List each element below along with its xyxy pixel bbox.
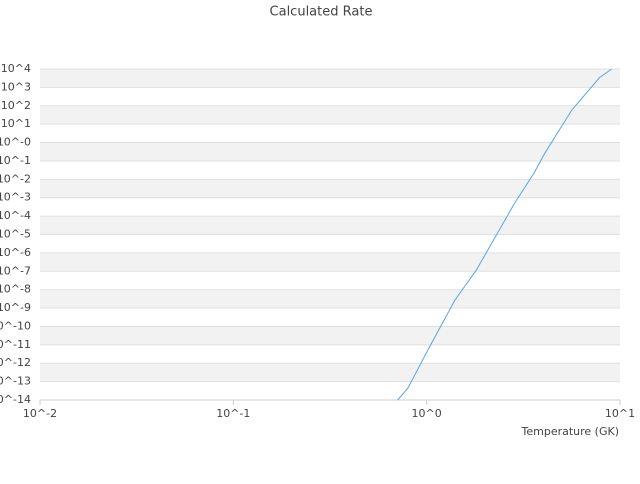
y-tick-label: 10^-13 [0,375,31,388]
y-tick-label: 10^-6 [0,246,31,259]
y-tick-label: 10^-2 [0,172,31,185]
y-tick-label: 10^-9 [0,301,31,314]
y-tick-label: 10^-11 [0,338,31,351]
x-axis-label: Temperature (GK) [521,425,620,438]
y-tick-label: 10^-14 [0,393,31,406]
y-tick-label: 10^-1 [0,154,31,167]
series-line [397,68,612,401]
x-tick-label: 10^-1 [216,407,250,420]
y-tick-label: 10^-8 [0,283,31,296]
y-tick-label: 10^-12 [0,356,31,369]
grid-band [40,363,620,382]
y-tick-label: 10^-10 [0,319,31,332]
y-tick-label: 10^3 [1,80,31,93]
chart-title: Calculated Rate [270,5,373,20]
x-tick-label: 10^0 [412,407,442,420]
y-tick-label: 10^-3 [0,191,31,204]
x-tick-label: 10^-2 [23,407,57,420]
grid-band [40,69,620,88]
y-tick-label: 10^-4 [0,209,31,222]
grid-band [40,105,620,125]
grid-band [40,216,620,235]
y-tick-label: 10^-7 [0,264,31,277]
y-tick-label: 10^4 [1,62,31,75]
y-tick-label: 10^-5 [0,228,31,241]
grid-band [40,142,620,161]
y-tick-label: 10^2 [1,99,31,112]
y-tick-label: 10^-0 [0,136,31,149]
grid-band [40,289,620,309]
grid-band [40,326,620,345]
grid-band [40,252,620,272]
grid-band [40,179,620,198]
x-tick-label: 10^1 [605,407,635,420]
y-tick-label: 10^1 [1,117,31,130]
